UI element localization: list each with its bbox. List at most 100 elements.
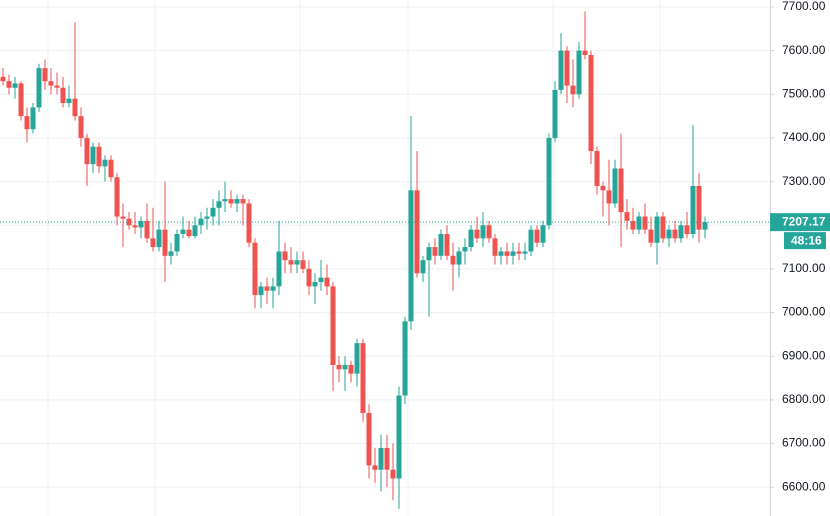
candle-body	[78, 116, 84, 138]
candle-body	[360, 343, 366, 413]
candle-body	[558, 50, 564, 90]
candle-body	[396, 395, 402, 479]
candle-body	[372, 465, 378, 470]
candle-body	[696, 185, 702, 230]
candle-body	[690, 185, 696, 234]
candle-body	[354, 343, 360, 374]
candle-body	[96, 146, 102, 167]
candle-body	[36, 68, 42, 108]
candle-body	[180, 229, 186, 234]
candle-body	[552, 89, 558, 138]
candle-body	[102, 159, 108, 167]
y-tick-label: 7300.00	[782, 174, 826, 188]
candle-body	[630, 220, 636, 230]
candle-body	[318, 277, 324, 283]
candle-body	[276, 251, 282, 287]
countdown-box	[784, 232, 826, 250]
candle-body	[474, 229, 480, 239]
candle-body	[660, 216, 666, 239]
candle-body	[192, 225, 198, 237]
time-grid	[47, 0, 661, 516]
candle-body	[210, 207, 216, 217]
candle-body	[636, 216, 642, 230]
candle-body	[324, 277, 330, 287]
candle-body	[462, 247, 468, 252]
y-tick-label: 7500.00	[782, 86, 826, 100]
candle-body	[384, 447, 390, 470]
candle-body	[624, 212, 630, 221]
candle-body	[402, 321, 408, 396]
candle-body	[678, 225, 684, 239]
candle-body	[522, 251, 528, 254]
y-tick-label: 7100.00	[782, 261, 826, 275]
candle-body	[546, 137, 552, 226]
candle-body	[504, 251, 510, 256]
y-tick-label: 6900.00	[782, 348, 826, 362]
candle-body	[18, 83, 24, 117]
candle-body	[450, 255, 456, 265]
candle-body	[174, 233, 180, 252]
candle-body	[108, 159, 114, 178]
y-tick-label: 7400.00	[782, 130, 826, 144]
candle-body	[132, 225, 138, 228]
candle-body	[594, 151, 600, 186]
candle-body	[570, 85, 576, 95]
candle-body	[228, 199, 234, 204]
candle-body	[312, 282, 318, 287]
candle-body	[294, 260, 300, 265]
candle-body	[486, 225, 492, 239]
candle-body	[618, 168, 624, 213]
candle-body	[150, 238, 156, 248]
last-price-label: 7207.17	[782, 214, 826, 228]
candle-body	[528, 229, 534, 252]
candle-body	[456, 251, 462, 265]
candle-body	[510, 251, 516, 256]
candle-body	[390, 469, 396, 479]
candle-body	[438, 233, 444, 256]
candle-body	[84, 137, 90, 165]
candle-body	[516, 251, 522, 254]
candle-body	[606, 190, 612, 204]
candle-body	[672, 229, 678, 239]
candle-body	[300, 260, 306, 269]
y-tick-label: 6600.00	[782, 479, 826, 493]
candle-body	[204, 216, 210, 219]
candle-body	[654, 216, 660, 243]
candle-body	[246, 203, 252, 243]
candle-body	[240, 199, 246, 204]
candle-body	[48, 81, 54, 86]
candle-body	[540, 225, 546, 243]
candle-body	[534, 229, 540, 243]
candle-body	[588, 55, 594, 152]
candle-body	[6, 81, 12, 88]
candle-body	[414, 190, 420, 274]
candle-body	[0, 76, 6, 82]
candle-body	[66, 98, 72, 104]
candle-body	[144, 220, 150, 239]
candle-body	[366, 412, 372, 466]
y-tick-label: 6700.00	[782, 436, 826, 450]
candle-body	[348, 364, 354, 374]
candle-body	[702, 222, 708, 230]
candle-body	[426, 247, 432, 261]
candle-body	[306, 268, 312, 287]
candle-body	[114, 177, 120, 217]
candle-body	[54, 85, 60, 88]
candle-body	[90, 146, 96, 165]
candle-body	[216, 201, 222, 208]
candle-body	[642, 216, 648, 230]
candle-body	[420, 260, 426, 274]
candle-body	[336, 364, 342, 370]
candle-body	[564, 50, 570, 86]
candle-body	[330, 286, 336, 365]
candle-body	[222, 199, 228, 202]
candle-body	[378, 447, 384, 470]
candle-body	[60, 87, 66, 104]
candle-body	[342, 364, 348, 370]
last-price-box	[770, 213, 830, 232]
y-tick-label: 7600.00	[782, 43, 826, 57]
candle-body	[168, 251, 174, 256]
y-tick-label: 7000.00	[782, 305, 826, 319]
countdown-label: 48:16	[791, 233, 822, 247]
candle-body	[120, 216, 126, 219]
